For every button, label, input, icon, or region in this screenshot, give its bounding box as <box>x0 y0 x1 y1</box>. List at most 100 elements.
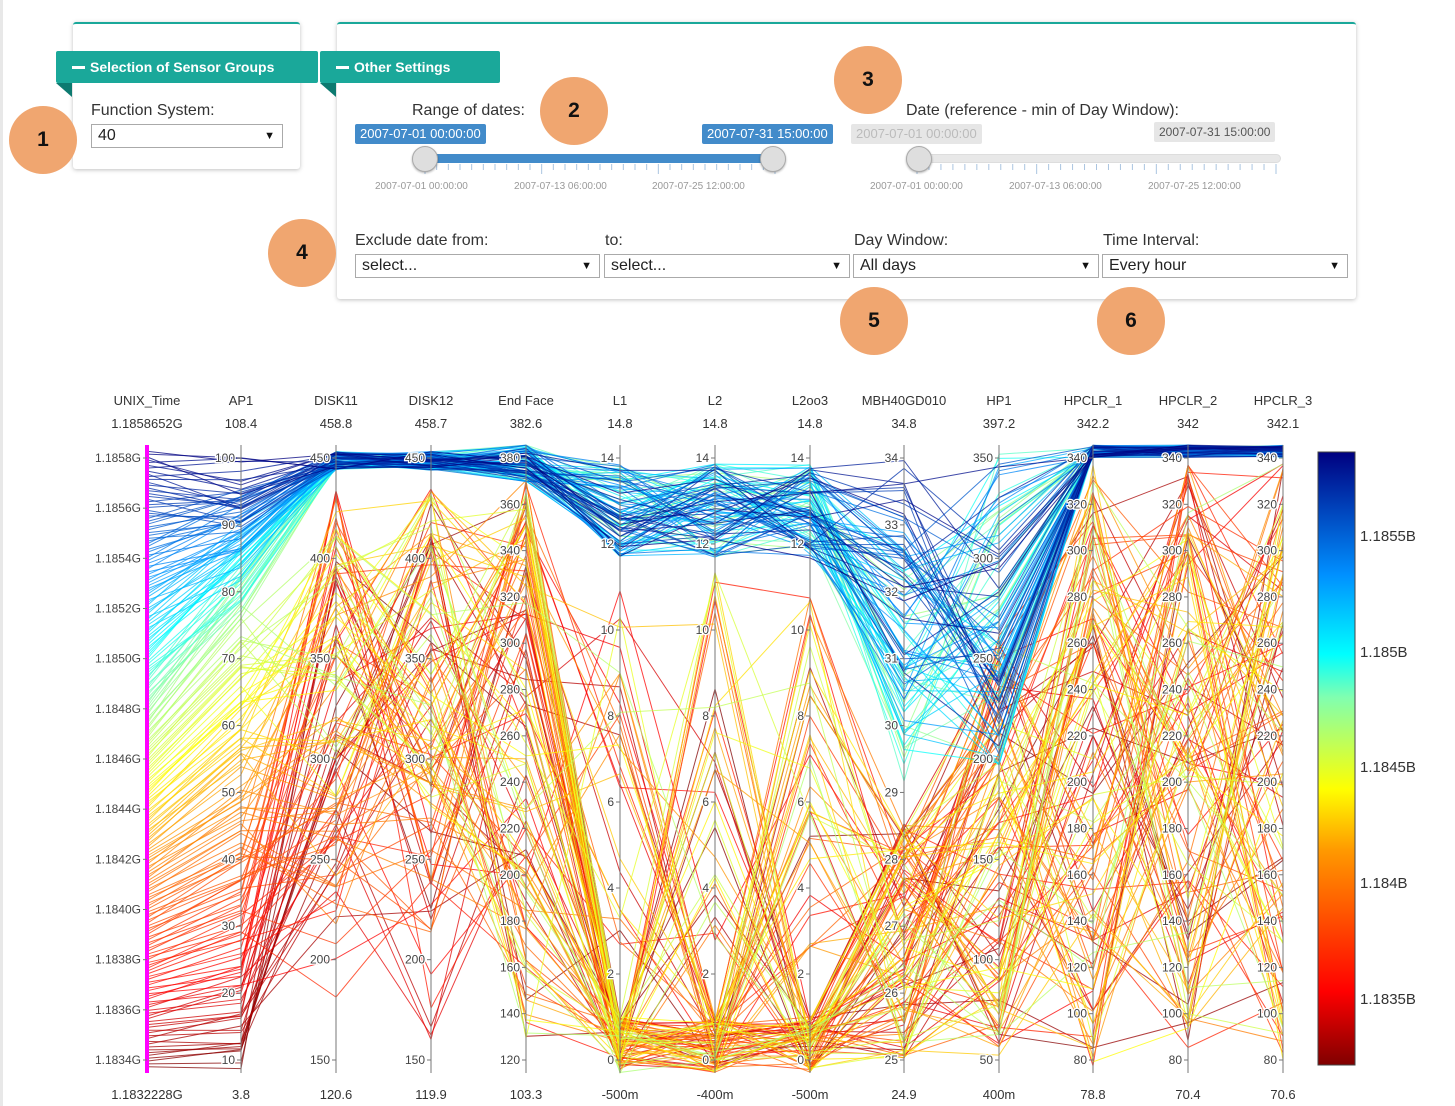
axis-tick-label: 140 <box>500 1007 520 1021</box>
range-tick-label: 2007-07-01 00:00:00 <box>375 181 468 192</box>
data-line <box>146 463 1284 1038</box>
reference-slider-track[interactable] <box>912 154 1281 163</box>
reference-tick-label: 2007-07-13 06:00:00 <box>1009 181 1102 192</box>
data-line <box>146 473 1284 1053</box>
axis-tick-label: 1.1838G <box>95 953 141 967</box>
data-line <box>146 444 1284 719</box>
axis-min-label: 70.4 <box>1175 1087 1200 1102</box>
dropdown-arrow-icon: ▼ <box>581 260 592 272</box>
data-line <box>146 490 1284 1071</box>
callout-badge-1: 1 <box>9 106 77 174</box>
data-line <box>146 447 1284 556</box>
data-line <box>146 445 1284 687</box>
axis-tick-label: 4 <box>607 881 614 895</box>
axis-tick-label: 300 <box>1067 544 1087 558</box>
axis-mbh40gd010[interactable]: MBH40GD010 34.8 24.9 34 33 32 31 30 29 28 27 26 25 <box>862 393 947 1102</box>
axis-tick-label: 120 <box>1162 960 1182 974</box>
data-line <box>146 560 1284 1070</box>
exclude-to-select[interactable]: select... ▼ <box>604 254 850 278</box>
axis-unix-time[interactable]: UNIX_Time 1.1858652G 1.1832228G 1.1858G 1.18… <box>94 393 183 1102</box>
axis-tick-label: 40 <box>222 852 236 866</box>
exclude-from-value: select... <box>362 257 418 274</box>
data-line <box>146 450 1284 667</box>
data-line <box>146 446 1284 701</box>
axis-tick-label: 14 <box>791 451 805 465</box>
range-to-handle[interactable] <box>760 146 786 172</box>
callout-badge-4: 4 <box>268 219 336 287</box>
axis-disk12[interactable]: DISK12 458.7 119.9 450 400 350 300 250 200 150 <box>404 393 454 1102</box>
data-line <box>146 505 1284 1069</box>
axis-max-label: 342.2 <box>1077 416 1110 431</box>
axis-hp1[interactable]: HP1 397.2 400m 350 300 250 200 150 100 50 <box>972 393 1016 1102</box>
data-line <box>146 446 1284 693</box>
axis-ap1[interactable]: AP1 108.4 3.8 100 90 80 70 60 50 40 30 20 10 <box>214 393 258 1102</box>
exclude-from-select[interactable]: select... ▼ <box>355 254 600 278</box>
axis-tick-label: 140 <box>1067 914 1087 928</box>
data-line <box>146 538 1284 1053</box>
day-window-select[interactable]: All days ▼ <box>853 254 1099 278</box>
data-line <box>146 532 1284 1059</box>
axis-tick-label: 250 <box>310 852 330 866</box>
data-line <box>146 448 1284 722</box>
day-window-value: All days <box>860 257 917 274</box>
axis-l2oo3[interactable]: L2oo3 14.8 -500m 14 12 10 8 6 4 2 0 <box>789 393 829 1102</box>
data-line <box>146 448 1284 656</box>
data-line <box>146 445 1284 711</box>
data-line <box>146 450 1284 726</box>
time-interval-select[interactable]: Every hour ▼ <box>1102 254 1348 278</box>
axis-hpclr-1[interactable]: HPCLR_1 342.2 78.8 340 320 300 280 260 240 220 200… <box>1064 393 1123 1102</box>
data-line <box>146 508 1284 1072</box>
data-line <box>146 448 1284 737</box>
axis-hpclr-3[interactable]: HPCLR_3 342.1 70.6 340 320 300 280 260 240 220 200… <box>1254 393 1313 1102</box>
data-line <box>146 445 1284 597</box>
axis-tick-label: 14 <box>696 451 710 465</box>
axis-min-label: 70.6 <box>1270 1087 1295 1102</box>
data-line <box>146 518 1284 1071</box>
axis-tick-label: 1.1856G <box>95 501 141 515</box>
sensor-groups-tab[interactable]: Selection of Sensor Groups <box>56 51 318 97</box>
axis-end-face[interactable]: End Face 382.6 103.3 380 360 340 320 300 280 260 2… <box>498 393 554 1102</box>
axis-title: L1 <box>613 393 627 408</box>
axis-tick-label: 340 <box>1162 451 1182 465</box>
axis-tick-label: 160 <box>1162 868 1182 882</box>
axis-tick-label: 160 <box>1067 868 1087 882</box>
axis-min-label: 3.8 <box>232 1087 250 1102</box>
data-line <box>146 525 1284 1048</box>
axis-min-label: 78.8 <box>1080 1087 1105 1102</box>
axis-title: MBH40GD010 <box>862 393 947 408</box>
axis-hpclr-2[interactable]: HPCLR_2 342 70.4 340 320 300 280 260 240 220 200 18… <box>1159 393 1218 1102</box>
axis-tick-label: 100 <box>1162 1007 1182 1021</box>
axis-tick-label: 10 <box>791 623 805 637</box>
function-system-select[interactable]: 40 ▼ <box>91 124 283 148</box>
data-line <box>146 533 1284 1063</box>
data-line <box>146 513 1284 1068</box>
range-from-handle[interactable] <box>412 146 438 172</box>
axis-min-label: 400m <box>983 1087 1016 1102</box>
data-line <box>146 444 1284 764</box>
axis-l2[interactable]: L2 14.8 -400m 14 12 10 8 6 4 2 0 <box>694 393 734 1102</box>
axis-tick-label: 280 <box>1067 590 1087 604</box>
other-settings-tab[interactable]: Other Settings <box>320 51 500 97</box>
data-line <box>146 744 1284 1055</box>
data-line <box>146 642 1284 1064</box>
data-line <box>146 445 1284 702</box>
axis-min-label: -500m <box>602 1087 639 1102</box>
data-line <box>146 445 1284 649</box>
collapse-icon[interactable] <box>336 66 349 69</box>
data-line <box>146 447 1284 684</box>
data-line <box>146 452 1284 634</box>
axis-tick-label: 250 <box>973 652 993 666</box>
collapse-icon[interactable] <box>72 66 85 69</box>
day-window-label: Day Window: <box>854 232 949 249</box>
reference-handle[interactable] <box>906 146 932 172</box>
data-line <box>146 523 1284 1050</box>
range-slider-fill <box>425 154 773 163</box>
axis-disk11[interactable]: DISK11 458.8 120.6 450 400 350 300 250 200 150 <box>309 393 358 1102</box>
data-line <box>146 483 1284 1045</box>
axis-tick-label: 220 <box>1162 729 1182 743</box>
data-line <box>146 480 1284 1065</box>
axis-tick-label: 100 <box>1067 1007 1087 1021</box>
data-line <box>146 571 1284 1020</box>
axis-l1[interactable]: L1 14.8 -500m 14 12 10 8 6 4 2 0 <box>599 393 639 1102</box>
data-line <box>146 448 1284 676</box>
